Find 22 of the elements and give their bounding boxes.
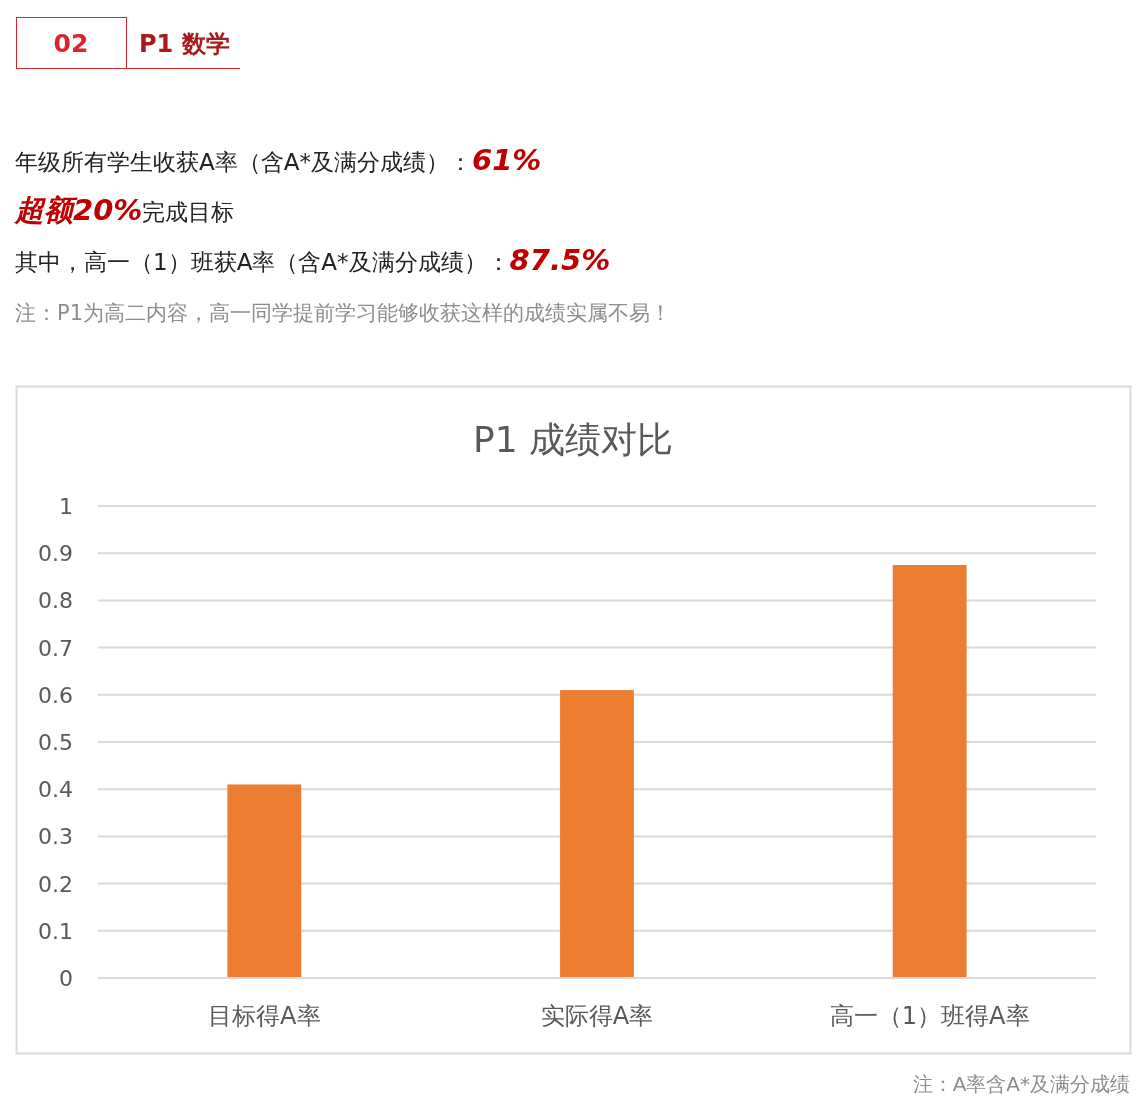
text: 注：P1为高二内容，高一同学提前学习能够收获这样的成绩实属不易！ — [15, 301, 672, 325]
x-tick-label: 高一（1）班得A率 — [829, 1002, 1030, 1030]
y-tick-label: 0.8 — [38, 588, 73, 614]
y-tick-label: 1 — [59, 494, 73, 519]
text: P1 数学 — [139, 30, 230, 58]
y-tick-label: 0.9 — [38, 541, 73, 567]
y-tick-label: 0.3 — [38, 824, 73, 850]
text: 其中，高一（1）班获A率（含A*及满分成绩）：87.5% — [15, 243, 611, 277]
chart-title: P1 成绩对比 — [472, 419, 674, 460]
x-tick-label: 实际得A率 — [540, 1002, 654, 1030]
y-tick-label: 0.7 — [38, 635, 73, 661]
text: 注：A率含A*及满分成绩 — [912, 1072, 1130, 1096]
text: 02 — [53, 29, 89, 58]
y-tick-label: 0.5 — [38, 730, 73, 755]
text: 年级所有学生收获A率（含A*及满分成绩）：61% — [15, 143, 542, 177]
y-tick-label: 0.2 — [38, 871, 73, 897]
x-tick-label: 目标得A率 — [208, 1002, 321, 1030]
y-tick-label: 0.4 — [38, 777, 73, 803]
y-tick-label: 0.6 — [38, 682, 73, 708]
y-tick-label: 0.1 — [38, 918, 73, 944]
y-tick-label: 0 — [59, 966, 73, 991]
text: 超额20%完成目标 — [13, 193, 235, 227]
